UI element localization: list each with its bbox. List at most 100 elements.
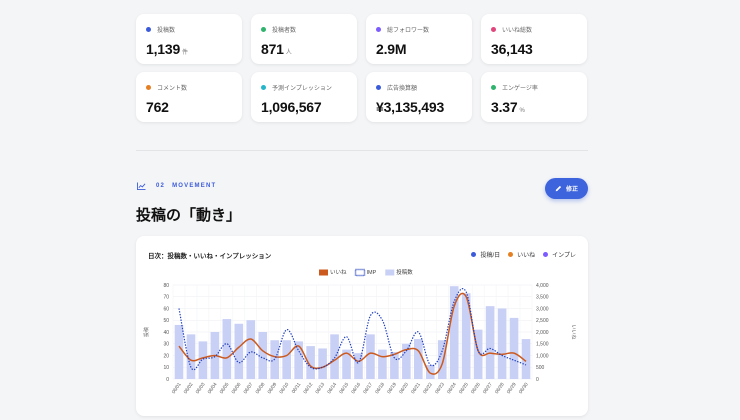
legend-label: 投稿数 xyxy=(396,268,413,276)
y-right-tick-label: 3,000 xyxy=(536,306,549,312)
y-left-tick-label: 70 xyxy=(163,295,169,301)
kpi-value-row: 762 xyxy=(146,99,232,115)
y-left-tick-label: 20 xyxy=(163,353,169,359)
y-left-tick-label: 40 xyxy=(163,330,169,336)
kpi-value: 36,143 xyxy=(491,41,533,57)
section-header: 02 MOVEMENT xyxy=(137,182,216,190)
kpi-label-row: コメント数 xyxy=(146,83,232,92)
bar xyxy=(402,343,411,379)
x-tick-label: 06/08 xyxy=(255,381,267,395)
legend-label: いいね xyxy=(330,269,347,276)
bar xyxy=(222,319,232,379)
y-left-tick-label: 80 xyxy=(163,283,169,289)
bar xyxy=(378,349,387,379)
bar xyxy=(521,339,531,379)
kpi-label-row: 広告換算額 xyxy=(376,83,462,92)
kpi-label-row: 予測インプレッション xyxy=(261,83,347,92)
kpi-value: 2.9M xyxy=(376,41,407,57)
kpi-unit: 人 xyxy=(285,50,292,56)
bar xyxy=(234,323,244,379)
kpi-value: 1,096,567 xyxy=(261,99,322,115)
section-divider xyxy=(136,150,588,151)
kpi-dot-icon xyxy=(261,85,266,90)
bar xyxy=(366,334,375,379)
x-tick-label: 06/05 xyxy=(219,381,231,395)
kpi-dot-icon xyxy=(376,27,381,32)
kpi-value-row: 1,096,567 xyxy=(261,99,347,115)
imp-series-line xyxy=(178,288,527,371)
kpi-card: 投稿者数 871 人 xyxy=(251,14,357,64)
x-tick-label: 06/23 xyxy=(434,381,446,395)
bar xyxy=(246,320,256,379)
y-right-tick-label: 2,000 xyxy=(536,330,549,336)
bar xyxy=(461,293,471,379)
bar xyxy=(186,334,196,379)
legend-dot-icon xyxy=(508,252,514,257)
y-left-tick-label: 0 xyxy=(166,377,169,383)
line-chart-icon xyxy=(137,182,146,190)
legend-swatch xyxy=(354,268,366,277)
y-right-tick-label: 1,000 xyxy=(536,353,549,359)
bar xyxy=(509,317,519,379)
kpi-value-row: 3.37% xyxy=(491,99,577,115)
kpi-value-row: ¥3,135,493 xyxy=(376,99,462,115)
kpi-card: コメント数 762 xyxy=(136,72,242,122)
kpi-value: 762 xyxy=(146,99,169,115)
chart-top-legend: 投稿/日 いいね インプレ xyxy=(463,250,576,259)
top-legend-item[interactable]: 投稿/日 xyxy=(471,250,500,259)
kpi-value-row: 2.9M xyxy=(376,41,462,57)
x-tick-label: 06/06 xyxy=(231,381,243,395)
y-right-axis-label: いいね xyxy=(570,324,576,339)
kpi-value: 3.37 xyxy=(491,99,518,115)
kpi-dot-icon xyxy=(146,85,151,90)
kpi-value-row: 1,139 件 xyxy=(146,41,232,57)
x-tick-label: 06/21 xyxy=(410,381,422,395)
kpi-label-row: エンゲージ率 xyxy=(491,83,577,92)
kpi-dot-icon xyxy=(146,27,151,32)
legend-label: IMP xyxy=(367,270,377,276)
y-right-tick-label: 2,500 xyxy=(536,318,549,324)
kpi-label: 総フォロワー数 xyxy=(387,28,430,34)
x-tick-label: 06/03 xyxy=(195,381,207,395)
bar xyxy=(414,339,423,379)
x-tick-label: 06/09 xyxy=(267,381,279,395)
kpi-grid: 投稿数 1,139 件 投稿者数 871 人 総フォロワー数 2.9M いいね総数 36,143 コ… xyxy=(136,14,588,122)
y-left-tick-label: 60 xyxy=(163,306,169,312)
kpi-card: 予測インプレッション 1,096,567 xyxy=(251,72,357,122)
kpi-card: 投稿数 1,139 件 xyxy=(136,14,242,64)
bar xyxy=(318,348,327,379)
bar xyxy=(473,329,483,379)
y-left-tick-label: 10 xyxy=(163,365,169,371)
legend-dot-icon xyxy=(543,252,549,257)
kpi-label-row: いいね総数 xyxy=(491,25,577,34)
x-tick-label: 06/07 xyxy=(243,381,255,395)
chart-title: 日次：投稿数・いいね・インプレッション xyxy=(148,253,272,260)
bar xyxy=(282,340,291,379)
kpi-label: 投稿者数 xyxy=(272,28,297,34)
kpi-dot-icon xyxy=(491,85,496,90)
top-legend-item[interactable]: いいね xyxy=(508,250,535,259)
kpi-card: いいね総数 36,143 xyxy=(481,14,587,64)
daily-combo-chart: 0 10 20 30 40 50 60 70 80 0 500 1,000 1,500 2,000 2,50… xyxy=(143,268,576,395)
section-number: 02 xyxy=(156,183,166,189)
top-legend-item[interactable]: インプレ xyxy=(543,250,576,259)
x-tick-label: 06/27 xyxy=(482,381,494,395)
kpi-value-row: 871 人 xyxy=(261,41,347,57)
edit-button[interactable]: 修正 xyxy=(545,178,588,199)
top-legend-label: 投稿/日 xyxy=(480,253,501,259)
x-tick-label: 06/17 xyxy=(362,381,374,395)
x-tick-label: 06/16 xyxy=(350,381,362,395)
kpi-card: 広告換算額 ¥3,135,493 xyxy=(366,72,472,122)
kpi-label: 予測インプレッション xyxy=(272,86,332,92)
x-tick-label: 06/04 xyxy=(207,381,219,395)
y-right-tick-label: 1,500 xyxy=(536,342,549,348)
kpi-label-row: 投稿数 xyxy=(146,25,232,34)
x-tick-label: 06/28 xyxy=(494,381,506,395)
bar xyxy=(485,306,495,379)
edit-button-label: 修正 xyxy=(565,187,578,193)
x-tick-label: 06/10 xyxy=(279,381,291,395)
x-tick-label: 06/20 xyxy=(398,381,410,395)
kpi-card: エンゲージ率 3.37% xyxy=(481,72,587,122)
x-tick-label: 06/29 xyxy=(506,381,518,395)
top-legend-label: いいね xyxy=(517,253,536,259)
